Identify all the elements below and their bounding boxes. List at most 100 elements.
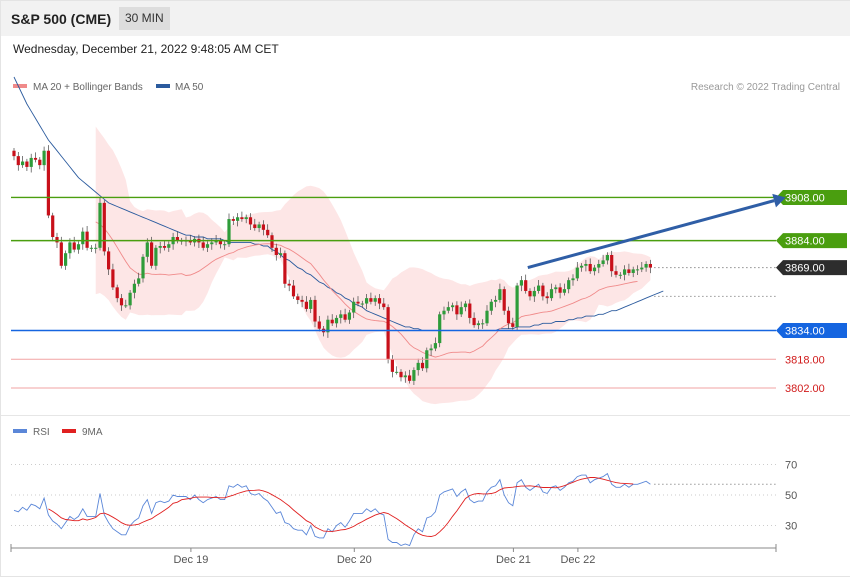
rsi-tick-label: 30 [785,521,797,533]
candle [635,265,640,275]
candle-body [210,242,214,245]
candle [627,263,631,276]
candle [291,279,296,300]
candle-body [137,278,141,284]
candle-body [588,263,592,272]
candle-body [494,299,498,302]
candle-body [575,267,579,279]
candle-body [231,219,235,221]
candle-body [373,298,377,302]
candle [279,247,283,258]
candle-body [571,278,575,281]
candle-body [270,235,274,248]
candle-body [218,240,222,245]
candle-body [326,319,330,333]
candle [227,213,231,247]
candle-body [545,296,549,299]
instrument-title: S&P 500 (CME) [11,11,112,27]
candle-body [89,247,93,249]
candle-body [343,314,347,320]
candle-body [468,303,472,318]
candle-body [51,215,55,238]
candle [218,237,222,249]
candle-body [158,246,162,248]
candle [352,297,356,319]
candle [124,299,128,309]
candle [468,299,472,324]
candle [532,286,536,302]
candle [85,226,89,251]
candle-body [304,301,308,309]
candle [554,284,558,294]
candle [223,240,227,250]
candle-body [618,274,622,276]
candle [51,212,55,242]
candle [111,263,115,291]
candle-body [558,287,562,293]
candle [365,294,369,310]
candle [618,272,622,279]
candle [296,293,300,305]
candle-body [498,289,502,300]
candle [373,295,377,306]
candle [236,213,240,227]
candle-body [227,219,231,245]
candle [38,157,42,170]
level-label: 3869.00 [785,263,825,275]
candle-body [455,305,459,315]
candle [356,296,360,307]
candle-body [601,260,605,264]
candle-body [506,310,511,324]
candle [476,320,480,330]
panel-separator [0,415,850,416]
candle [107,247,111,275]
candle [309,297,313,314]
candle-body [283,253,287,284]
level-label: 3802.00 [785,383,825,395]
candle [386,304,390,364]
rsi-legend: RSI 9MA [13,427,103,438]
candle [580,263,584,272]
candle-body [300,299,304,302]
candle-body [145,242,149,257]
candle [240,211,244,222]
x-tick-label: Dec 19 [173,554,208,566]
candle [137,272,141,287]
level-tag [776,189,847,205]
candle [399,369,403,382]
candle [438,311,442,348]
candle [98,197,102,251]
candle [42,146,46,171]
candle [158,241,162,254]
candle [584,259,588,272]
candle [132,279,136,299]
candle-body [162,246,167,248]
candle [154,245,158,270]
candle-body [610,255,614,272]
candle-body [115,287,119,299]
candle-body [124,305,128,307]
candle [446,301,450,314]
candle-body [119,298,124,306]
candle-body [201,242,205,248]
candle [205,241,210,252]
legend-rsi-swatch [13,429,27,433]
level-resistance: 3884.00 [11,233,847,249]
candle-body [334,317,339,324]
candle [369,292,373,305]
level-tag [776,260,847,276]
candle [494,295,498,308]
candle-body [614,271,618,275]
price-legend: MA 20 + Bollinger Bands MA 50 [13,82,204,93]
timeframe-badge[interactable]: 30 MIN [119,7,170,30]
candle [395,366,399,375]
x-tick-label: Dec 22 [560,554,595,566]
datetime-label: Wednesday, December 21, 2022 9:48:05 AM … [13,42,279,56]
candle [515,282,519,332]
candle [29,153,33,173]
watermark: Research © 2022 Trading Central [691,82,840,93]
candle-body [64,253,68,266]
candle-body [188,240,192,243]
level-tag [776,233,847,249]
candle [408,369,412,384]
